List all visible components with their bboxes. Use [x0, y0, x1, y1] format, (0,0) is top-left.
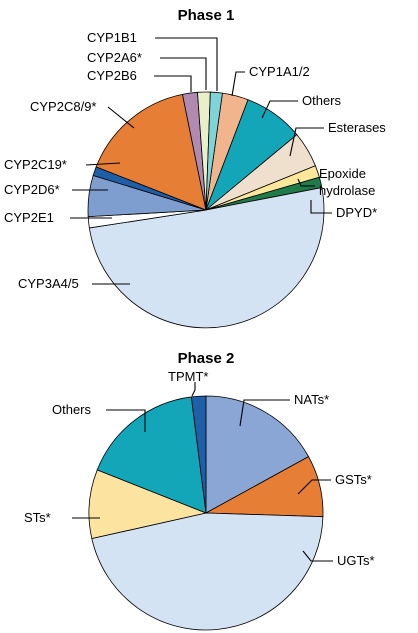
phase2-title: Phase 2 — [178, 350, 235, 367]
leader-others1 — [261, 100, 298, 119]
leader-dpyd — [310, 200, 332, 214]
phase1-slice-cyp3a4-5 — [88, 187, 325, 329]
label-cyp2c89: CYP2C8/9* — [30, 99, 96, 114]
phase2-slice-ugts — [91, 512, 324, 631]
label-cyp2d6: CYP2D6* — [4, 182, 60, 197]
leader-esterases — [289, 127, 324, 157]
label-cyp1a1: CYP1A1/2 — [249, 64, 310, 79]
phase1-slices — [87, 91, 325, 329]
label-nats: NATs* — [294, 392, 329, 407]
leader-gsts — [297, 479, 331, 495]
leader-cyp2c89 — [107, 106, 135, 129]
leader-cyp2a6 — [160, 57, 207, 90]
phase1-chart: Phase 1 CYP1B1 CYP2A6* CYP2B6 CYP1A1/2 O… — [4, 7, 386, 329]
label-ugts: UGTs* — [337, 553, 375, 568]
label-sts: STs* — [24, 510, 51, 525]
label-cyp3a45: CYP3A4/5 — [18, 276, 79, 291]
label-cyp1b1: CYP1B1 — [87, 30, 137, 45]
leader-cyp1a1 — [231, 71, 245, 97]
phase2-slice-tpmt — [190, 395, 207, 514]
label-cyp2a6: CYP2A6* — [87, 50, 142, 65]
leader-cyp2c19 — [85, 162, 121, 166]
leader-nats — [239, 399, 290, 427]
phase1-leaders — [70, 37, 332, 285]
label-epoxide-line2: hydrolase — [319, 183, 375, 198]
label-tpmt: TPMT* — [168, 369, 208, 384]
label-cyp2c19: CYP2C19* — [4, 157, 67, 172]
phase1-slice-cyp1b1 — [205, 91, 223, 211]
phase2-labels: TPMT* NATs* Others GSTs* STs* UGTs* — [24, 369, 375, 568]
phase2-chart: Phase 2 TPMT* NATs* Others GSTs* STs* UG… — [24, 350, 375, 631]
leader-tpmt — [191, 382, 196, 397]
leader-cyp1b1 — [155, 37, 218, 91]
label-others1: Others — [302, 93, 342, 108]
leader-cyp2b6 — [154, 75, 192, 92]
phase2-slice-others — [96, 396, 207, 514]
phase2-leaders — [72, 382, 333, 562]
label-esterases: Esterases — [328, 120, 386, 135]
leader-epoxide — [297, 178, 315, 187]
phase1-labels: CYP1B1 CYP2A6* CYP2B6 CYP1A1/2 Others Es… — [4, 30, 386, 291]
label-cyp2e1: CYP2E1 — [4, 210, 54, 225]
leader-ugts — [302, 550, 333, 562]
label-epoxide: Epoxide hydrolase — [319, 166, 375, 198]
label-gsts: GSTs* — [335, 472, 372, 487]
label-cyp2b6: CYP2B6 — [87, 68, 137, 83]
label-dpyd: DPYD* — [336, 205, 377, 220]
phase1-slice-cyp2c8-9 — [95, 93, 207, 211]
label-others2: Others — [52, 402, 92, 417]
label-epoxide-line1: Epoxide — [319, 166, 366, 181]
phase2-slice-nats — [205, 395, 310, 514]
phase1-title: Phase 1 — [178, 7, 235, 24]
leader-others2 — [106, 409, 146, 432]
phase2-slices — [88, 395, 324, 631]
